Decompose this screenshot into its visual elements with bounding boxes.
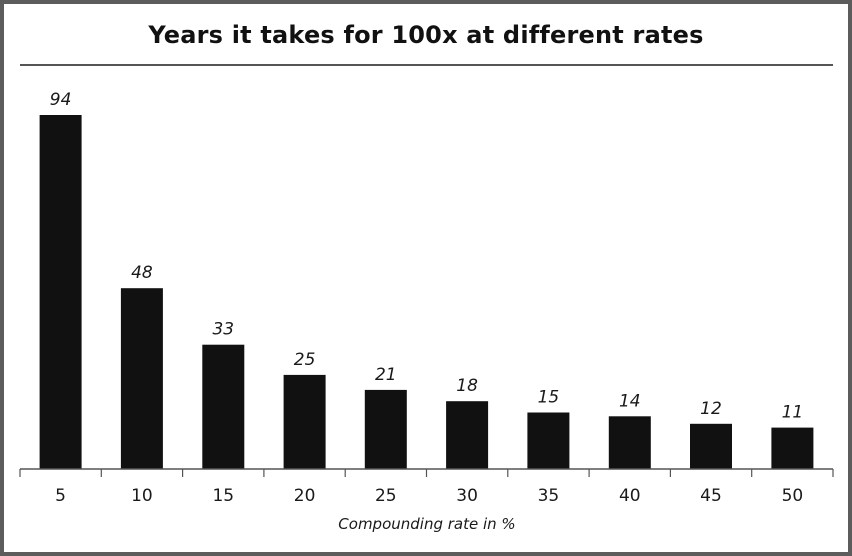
bar-50 — [771, 427, 814, 469]
x-axis-ticks — [19, 469, 834, 477]
bar-value-label-40: 14 — [619, 391, 641, 411]
bar-30 — [446, 401, 489, 469]
bar-value-label-45: 12 — [700, 399, 722, 419]
bar-5 — [39, 115, 82, 469]
bar-45 — [690, 423, 732, 469]
chart-title: Years it takes for 100x at different rat… — [148, 21, 704, 49]
bar-value-label-30: 18 — [456, 376, 478, 396]
bars-group — [39, 115, 814, 469]
bar-35 — [527, 412, 570, 469]
bar-40 — [608, 416, 651, 469]
bar-value-label-5: 94 — [50, 90, 72, 110]
bar-value-label-35: 15 — [538, 388, 560, 408]
x-tick-label-15: 15 — [212, 486, 234, 506]
x-tick-label-20: 20 — [294, 486, 316, 506]
bar-value-label-50: 11 — [782, 403, 804, 423]
x-tick-label-5: 5 — [55, 486, 66, 506]
bar-15 — [202, 344, 245, 469]
x-tick-label-30: 30 — [456, 486, 478, 506]
x-axis-tick-labels: 5 10 15 20 25 30 35 40 45 50 — [55, 486, 803, 506]
x-tick-label-35: 35 — [538, 486, 560, 506]
bar-value-label-15: 33 — [212, 320, 234, 340]
bar-value-label-20: 25 — [294, 350, 316, 370]
bar-chart: 5 10 15 20 25 30 35 40 45 50 94 48 33 25 21 18 15 14 12 11… — [19, 64, 834, 533]
x-tick-label-40: 40 — [619, 486, 641, 506]
x-axis-title: Compounding rate in % — [338, 515, 515, 533]
bar-value-label-10: 48 — [131, 263, 153, 283]
bar-25 — [364, 389, 407, 469]
x-tick-label-50: 50 — [782, 486, 804, 506]
x-tick-label-45: 45 — [700, 486, 722, 506]
bar-10 — [120, 288, 163, 469]
x-tick-label-25: 25 — [375, 486, 397, 506]
bar-value-labels: 94 48 33 25 21 18 15 14 12 11 — [50, 90, 803, 423]
x-tick-label-10: 10 — [131, 486, 153, 506]
bar-20 — [283, 374, 326, 469]
bar-value-label-25: 21 — [375, 365, 397, 385]
